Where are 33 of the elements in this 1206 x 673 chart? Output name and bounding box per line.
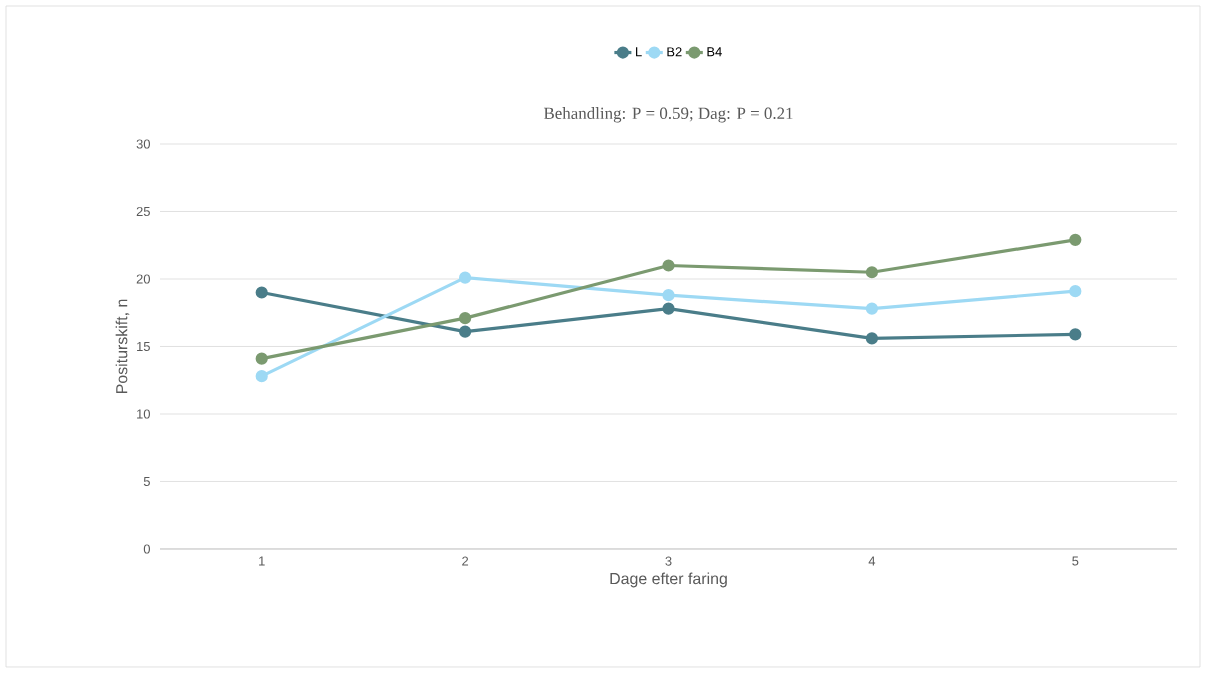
point: [1069, 285, 1082, 298]
y-tick-label: 20: [136, 274, 150, 284]
chart-title: Behandling: P = 0.59; Dag: P = 0.21: [543, 107, 793, 123]
x-tick-label: 5: [1072, 556, 1079, 566]
x-tick-label: 3: [665, 556, 672, 566]
y-tick-label: 15: [137, 341, 150, 351]
y-tick-label: 5: [143, 476, 150, 486]
point: [1069, 328, 1082, 341]
y-tick-label: 0: [143, 544, 150, 554]
x-axis-title: Dage efter faring: [610, 572, 727, 588]
point: [459, 312, 472, 325]
y-axis-title: Positurskift, n: [115, 299, 130, 394]
point: [865, 266, 879, 279]
point: [1069, 233, 1082, 246]
point: [459, 325, 472, 338]
legend-label: B4: [707, 47, 722, 57]
y-tick-label: 10: [137, 409, 150, 419]
point: [662, 302, 675, 315]
x-tick-label: 2: [462, 556, 469, 566]
point: [865, 302, 879, 315]
y-tick-label: 25: [136, 206, 150, 217]
legend-label: L: [636, 47, 642, 57]
point: [865, 332, 879, 345]
point: [459, 271, 472, 284]
y-tick-label: 30: [136, 139, 150, 149]
point: [255, 370, 268, 383]
point: [255, 286, 268, 299]
point: [662, 289, 675, 302]
x-tick-label: 1: [259, 556, 265, 566]
legend-label: B2: [667, 47, 682, 57]
x-tick-label: 4: [868, 556, 876, 566]
point: [662, 259, 675, 272]
point: [255, 352, 268, 365]
